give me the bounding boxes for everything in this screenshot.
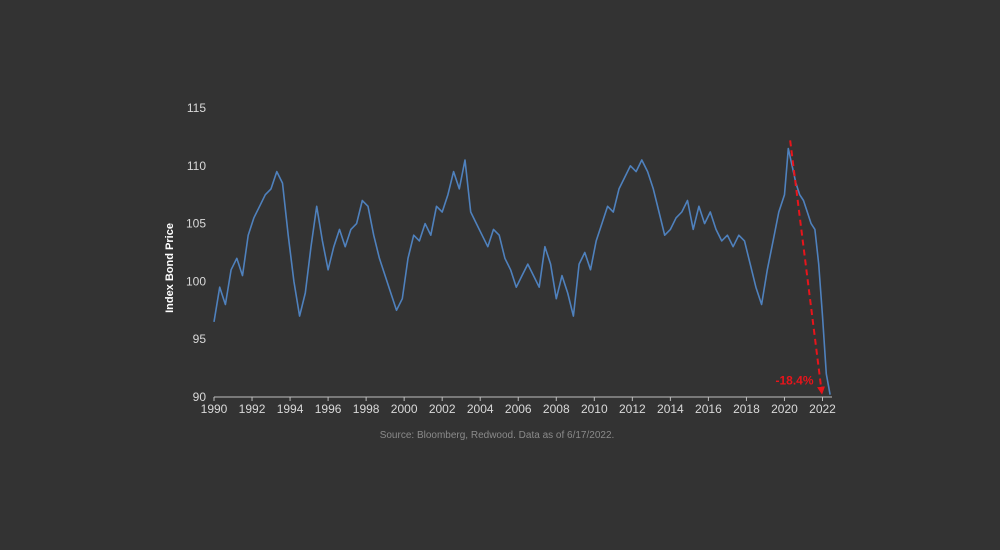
x-tick-label: 2010 [581,402,608,416]
x-tick-label: 2020 [771,402,798,416]
x-tick-label: 2000 [391,402,418,416]
y-tick-label: 100 [186,274,206,288]
y-axis-title: Index Bond Price [164,223,176,313]
drawdown-arrow [789,140,826,395]
y-tick-label: 110 [187,159,206,173]
y-tick-label: 95 [193,332,207,346]
annotation-layer: -18.4% [776,140,826,395]
x-tick-label: 2006 [505,402,532,416]
x-tick-label: 2022 [809,402,836,416]
x-tick-label: 1998 [353,402,380,416]
x-axis-ticks: 1990 1992 1994 1996 1998 2000 2002 2004 2006 2008… [201,397,836,416]
x-tick-label: 1990 [201,402,228,416]
x-tick-label: 2012 [619,402,646,416]
x-tick-label: 2016 [695,402,722,416]
x-tick-label: 2018 [733,402,760,416]
y-tick-label: 105 [186,217,206,231]
x-tick-label: 1994 [277,402,304,416]
y-tick-label: 90 [193,390,207,404]
bond-price-series-line [213,147,831,395]
x-tick-label: 2002 [429,402,456,416]
source-note: Source: Bloomberg, Redwood. Data as of 6… [380,430,615,441]
series-layer [213,147,831,395]
axes: 1990 1992 1994 1996 1998 2000 2002 2004 2006 2008… [186,101,836,416]
x-tick-label: 1996 [315,402,342,416]
y-axis-ticks: 90 95 100 105 110 115 [186,101,206,404]
drawdown-label: -18.4% [776,374,814,388]
x-tick-label: 2008 [543,402,570,416]
y-tick-label: 115 [187,101,206,115]
x-tick-label: 1992 [239,402,266,416]
x-tick-label: 2004 [467,402,494,416]
x-tick-label: 2014 [657,402,684,416]
